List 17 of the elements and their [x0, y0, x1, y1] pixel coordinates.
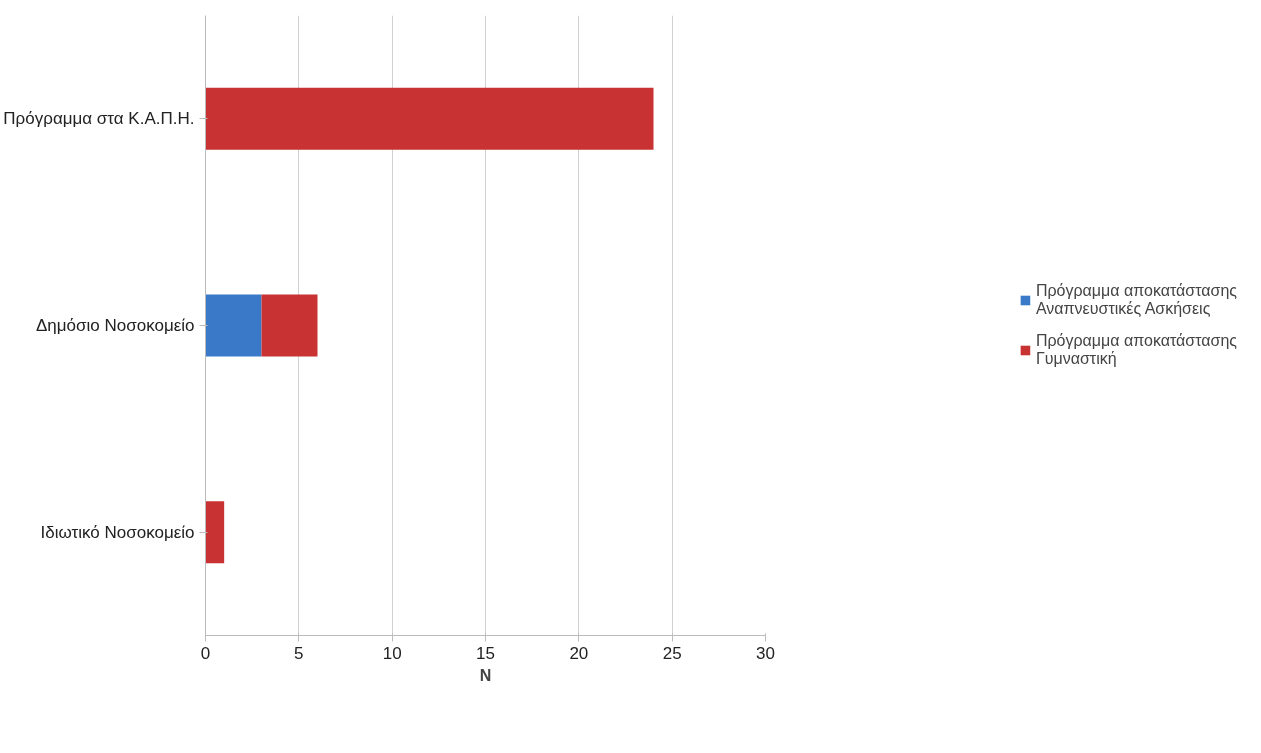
- x-tick-label: 15: [476, 643, 495, 663]
- x-tick-label: 20: [569, 643, 589, 663]
- y-tick-label: Ιδιωτικό Νοσοκομείο: [40, 522, 195, 542]
- x-tick-label: 25: [662, 643, 682, 663]
- y-tick-label: Δημόσιο Νοσοκομείο: [35, 316, 195, 335]
- x-tick-label: 30: [756, 643, 775, 663]
- legend-label: Πρόγραμμα αποκατάστασης Αναπνευστικές Ασκήσεις: [1035, 282, 1238, 318]
- y-tick-label: Πρόγραμμα στα Κ.Α.Π.Η.: [3, 109, 195, 129]
- bar: [261, 294, 318, 357]
- x-tick-label: 5: [294, 643, 304, 663]
- x-tick-label: 0: [200, 643, 211, 663]
- bar: [205, 501, 225, 564]
- x-axis-title: N: [479, 666, 492, 684]
- bar: [205, 294, 262, 357]
- legend-label: Πρόγραμμα αποκατάστασης Γυμναστική: [1035, 332, 1238, 368]
- bar: [205, 87, 654, 150]
- x-tick-label: 10: [382, 643, 402, 663]
